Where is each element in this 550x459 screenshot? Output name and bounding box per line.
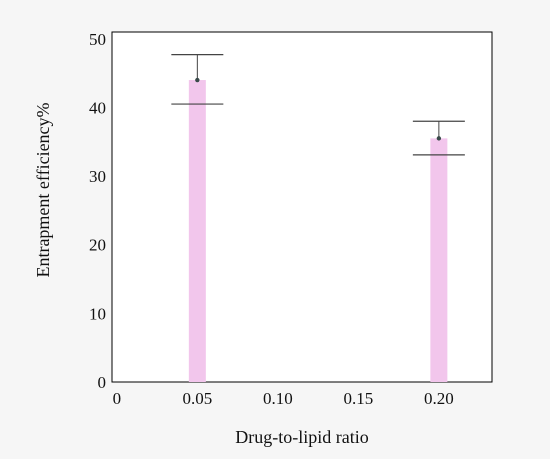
x-axis-ticks: 0 0.05 0.10 0.15 0.20: [113, 389, 454, 408]
mean-point-0.05: [195, 77, 200, 83]
x-tick-label-0.20: 0.20: [424, 389, 454, 408]
y-tick-label-40: 40: [89, 98, 106, 117]
bar-0.05: [188, 80, 206, 382]
plot-area: [111, 31, 493, 383]
chart-marks: [171, 54, 465, 382]
y-tick-label-0: 0: [98, 373, 107, 392]
x-axis-title: Drug-to-lipid ratio: [235, 427, 368, 447]
mean-point-0.20: [436, 136, 442, 141]
y-axis-title: Entrapment efficiency%: [33, 102, 53, 277]
y-tick-label-30: 30: [89, 167, 106, 186]
x-tick-label-0: 0: [113, 389, 122, 408]
y-tick-label-20: 20: [89, 236, 106, 255]
bar-0.20: [430, 138, 448, 382]
x-tick-label-0.10: 0.10: [263, 389, 293, 408]
x-tick-label-0.15: 0.15: [343, 389, 373, 408]
y-tick-label-10: 10: [89, 304, 106, 323]
x-tick-label-0.05: 0.05: [182, 389, 212, 408]
y-tick-label-50: 50: [89, 30, 106, 49]
y-axis-ticks: 0 10 20 30 40 50: [89, 30, 106, 392]
